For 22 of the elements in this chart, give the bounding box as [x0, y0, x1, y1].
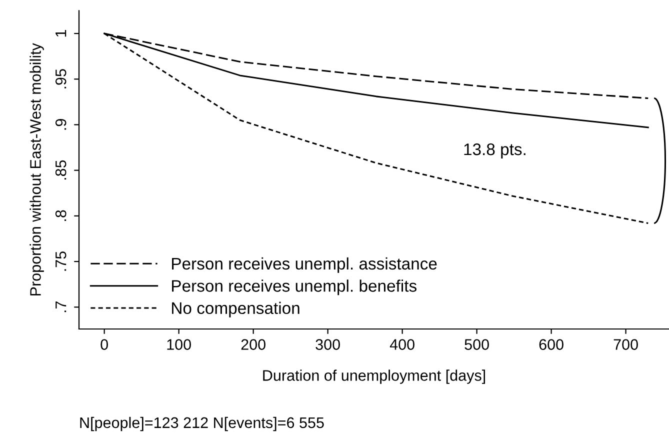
y-tick-label: .85 — [55, 160, 66, 180]
y-tick-label: 1 — [56, 30, 66, 37]
legend-label: Person receives unempl. benefits — [172, 280, 416, 296]
x-tick-label: 400 — [390, 339, 414, 350]
y-tick-label: .7 — [56, 302, 66, 312]
y-tick-label: .8 — [55, 210, 66, 221]
legend-label: No compensation — [172, 302, 300, 318]
x-tick-label: 100 — [167, 339, 191, 350]
annotation: 13.8 pts. — [464, 143, 526, 159]
x-tick-label: 200 — [241, 339, 266, 350]
y-axis-title: Proportion without East-West mobility — [30, 43, 44, 296]
y-tick-label: .75 — [56, 252, 66, 271]
x-tick-label: 300 — [316, 339, 340, 350]
x-tick-label: 700 — [614, 339, 638, 350]
text: N[people]=123 212 N[events]=6 555 — [80, 416, 324, 432]
y-tick-label: .9 — [55, 119, 66, 130]
legend-label: Person receives unempl. assistance — [172, 257, 437, 273]
x-axis-title: Duration of unemployment [days] — [263, 370, 486, 384]
x-tick-label: 500 — [464, 339, 489, 350]
x-tick-label: 600 — [539, 339, 564, 350]
y-tick-label: .95 — [55, 69, 66, 88]
x-tick-label: 0 — [100, 339, 108, 350]
